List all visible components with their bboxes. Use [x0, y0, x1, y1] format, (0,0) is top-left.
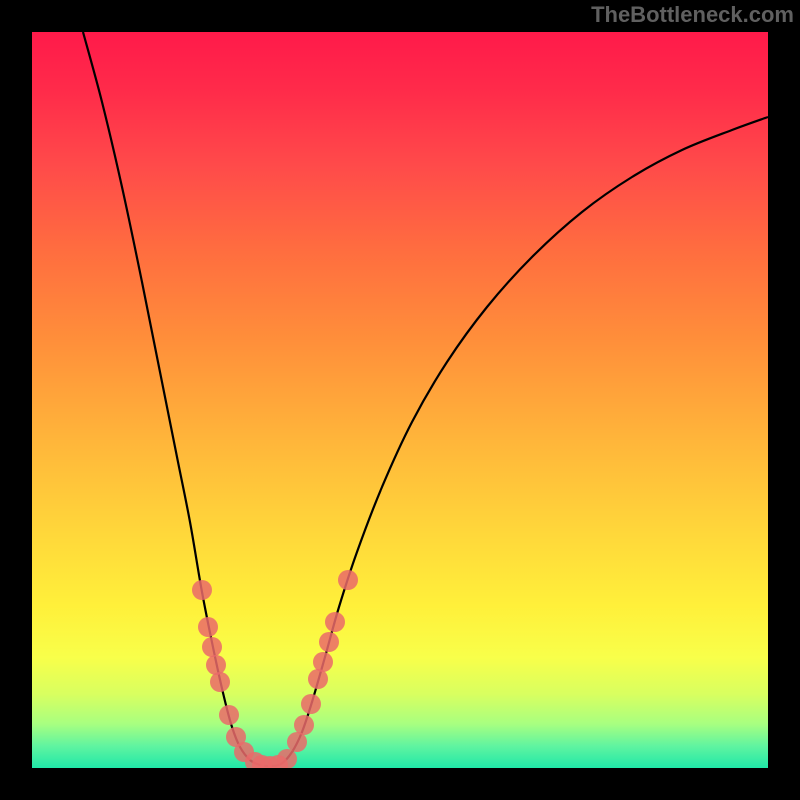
data-marker — [192, 580, 212, 600]
plot-area — [32, 32, 768, 768]
watermark-text: TheBottleneck.com — [591, 2, 794, 28]
data-marker — [202, 637, 222, 657]
data-marker — [308, 669, 328, 689]
data-marker — [338, 570, 358, 590]
data-marker — [319, 632, 339, 652]
data-marker — [325, 612, 345, 632]
data-marker — [294, 715, 314, 735]
data-marker — [206, 655, 226, 675]
data-marker — [301, 694, 321, 714]
gradient-background — [32, 32, 768, 768]
chart-svg — [32, 32, 768, 768]
data-marker — [313, 652, 333, 672]
data-marker — [210, 672, 230, 692]
data-marker — [219, 705, 239, 725]
data-marker — [198, 617, 218, 637]
